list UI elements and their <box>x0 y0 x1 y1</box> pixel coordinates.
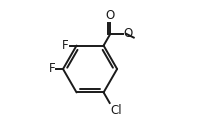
Text: O: O <box>106 9 115 22</box>
Text: O: O <box>124 27 133 40</box>
Text: F: F <box>62 39 69 52</box>
Text: F: F <box>49 63 55 75</box>
Text: Cl: Cl <box>110 104 122 117</box>
